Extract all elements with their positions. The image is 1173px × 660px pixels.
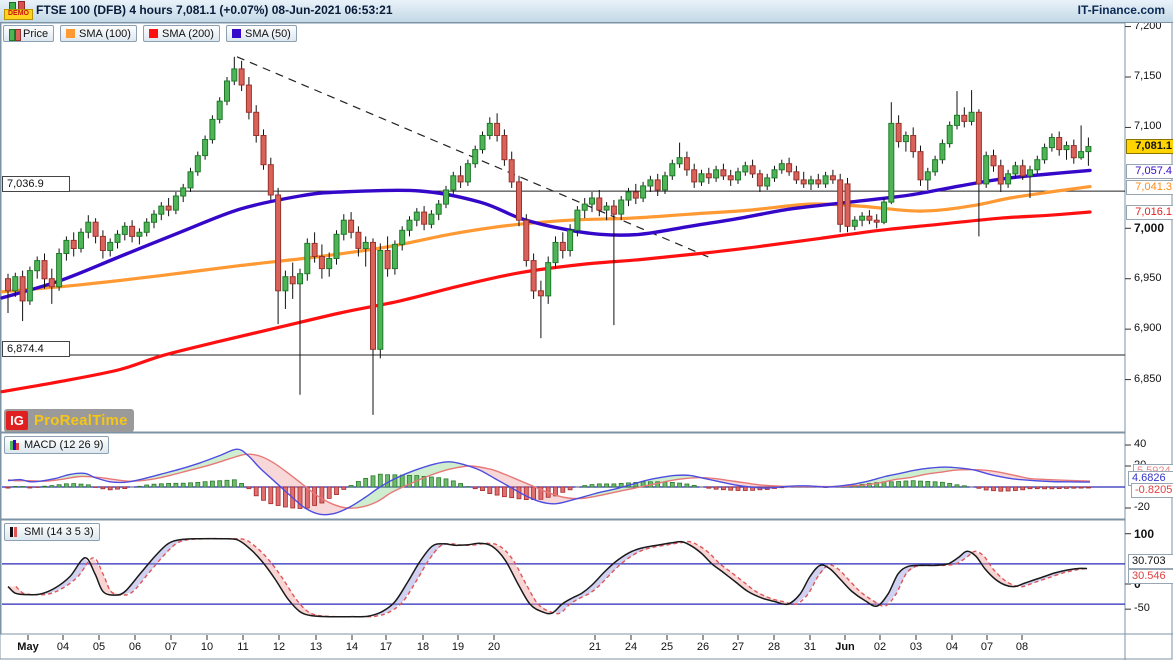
macd-line-value-badge: 4.6826 — [1128, 471, 1173, 486]
price-level-label-6874: 6,874.4 — [2, 341, 70, 357]
title-bar: DEMO FTSE 100 (DFB) 4 hours 7,081.1 (+0.… — [0, 0, 1173, 23]
macd-signal-line — [7, 453, 1091, 509]
prorealtime-watermark: IG ProRealTime — [4, 409, 134, 432]
price-axis-label: 6,900 — [1134, 322, 1162, 335]
current-price-badge: 7,081.1 — [1126, 139, 1173, 154]
price-axis-label: 7,000 — [1134, 221, 1165, 236]
macd-panel — [2, 448, 1125, 516]
price-level-label-7036: 7,036.9 — [2, 176, 70, 192]
legend-sma100-button[interactable]: SMA (100) — [60, 25, 137, 42]
price-axis-label: 6,850 — [1134, 372, 1162, 385]
sma200-swatch-icon — [149, 29, 158, 38]
date-axis-label: 21 — [588, 641, 602, 653]
date-axis-label: 18 — [416, 641, 430, 653]
macd-axis-label: -20 — [1134, 501, 1150, 513]
instrument-title: FTSE 100 (DFB) 4 hours 7,081.1 (+0.07%) … — [36, 3, 393, 17]
legend-sma200-button[interactable]: SMA (200) — [143, 25, 220, 42]
legend-sma50-label: SMA (50) — [245, 27, 291, 40]
smi-panel — [2, 537, 1125, 618]
date-axis-label: 02 — [873, 641, 887, 653]
panel-frame — [0, 519, 1126, 635]
prorealtime-logo-text: ProRealTime — [34, 412, 128, 429]
date-axis-label: 14 — [345, 641, 359, 653]
demo-badge: DEMO — [4, 9, 33, 20]
legend-sma200-label: SMA (200) — [162, 27, 214, 40]
smi-signal-value-badge: 30.546 — [1128, 569, 1173, 584]
date-axis-label: 04 — [56, 641, 70, 653]
smi-axis-label: 100 — [1134, 526, 1155, 541]
legend-price-label: Price — [23, 27, 49, 40]
panel-frame — [0, 432, 1126, 520]
sma100-swatch-icon — [66, 29, 75, 38]
smi-label: SMI (14 3 5 3) — [24, 526, 94, 538]
legend-price-button[interactable]: Price — [3, 25, 55, 42]
date-axis-label: 26 — [696, 641, 710, 653]
date-axis-label: 03 — [909, 641, 923, 653]
date-axis-label: Jun — [835, 641, 855, 653]
ig-logo: IG — [6, 411, 28, 430]
date-axis-label: 04 — [945, 641, 959, 653]
price-axis-label: 7,100 — [1134, 120, 1162, 133]
price-panel — [0, 56, 1125, 415]
candles-layer — [5, 56, 1092, 415]
sma100-value-badge: 7,041.3 — [1126, 180, 1173, 195]
macd-indicator-button[interactable]: MACD (12 26 9) — [4, 436, 110, 454]
macd-icon — [10, 440, 20, 450]
legend-sma100-label: SMA (100) — [79, 27, 131, 40]
date-axis-label: 11 — [237, 641, 249, 653]
macd-line — [7, 448, 1091, 516]
smi-icon — [10, 527, 20, 537]
date-axis-label: 08 — [1015, 641, 1029, 653]
demo-account-icon: DEMO — [4, 1, 33, 20]
date-axis-label: 12 — [272, 641, 286, 653]
date-axis-label: 27 — [731, 641, 745, 653]
date-axis-label: 06 — [128, 641, 142, 653]
brand-link: IT-Finance.com — [1077, 3, 1165, 17]
date-axis-label: 13 — [309, 641, 323, 653]
legend-sma50-button[interactable]: SMA (50) — [226, 25, 297, 42]
date-axis-label: 24 — [624, 641, 638, 653]
sma50-swatch-icon — [232, 29, 241, 38]
sma50-line — [0, 168, 1092, 300]
date-axis-label: 10 — [200, 641, 214, 653]
date-axis-label: 07 — [980, 641, 994, 653]
smi-line-value-badge: 30.703 — [1128, 554, 1173, 569]
date-axis-label: 20 — [487, 641, 501, 653]
date-axis-label: 07 — [164, 641, 178, 653]
smi-indicator-button[interactable]: SMI (14 3 5 3) — [4, 523, 100, 541]
sma50-value-badge: 7,057.4 — [1126, 164, 1173, 179]
date-axis-label: 05 — [92, 641, 106, 653]
date-axis-label: May — [17, 641, 39, 653]
smi-axis-label: 0 — [1134, 577, 1141, 591]
date-axis-label: 31 — [803, 641, 817, 653]
macd-axis-label: 40 — [1134, 438, 1147, 450]
macd-hist-value-badge: -0.8205 — [1131, 483, 1173, 498]
date-axis-label: 28 — [767, 641, 781, 653]
smi-line — [7, 537, 1088, 618]
macd-label: MACD (12 26 9) — [24, 439, 104, 451]
date-axis-label: 19 — [451, 641, 465, 653]
date-axis-label: 25 — [660, 641, 674, 653]
price-series-icon — [9, 28, 21, 41]
price-axis-label: 7,150 — [1134, 69, 1162, 82]
price-axis-label: 6,950 — [1134, 271, 1162, 284]
smi-axis-label: -50 — [1134, 602, 1150, 615]
date-axis-label: 17 — [379, 641, 393, 653]
sma100-line — [0, 185, 1092, 294]
sma200-value-badge: 7,016.1 — [1126, 205, 1173, 220]
